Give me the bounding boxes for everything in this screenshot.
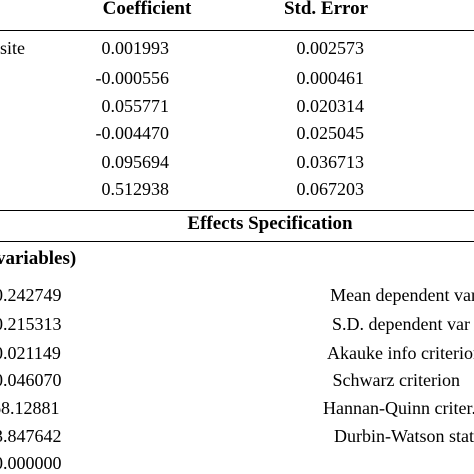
coef-cell-6: 0.512938 [101,179,170,199]
stat-right-2: S.D. dependent var [332,314,470,334]
stat-left-5: 68.12881 [0,398,60,418]
coef-cell-5: 0.095694 [101,152,170,172]
se-cell-2: 0.000461 [296,68,365,88]
se-cell-1: 0.002573 [296,38,365,58]
header-std-error: Std. Error [283,0,369,19]
header-coefficient: Coefficient [102,0,192,19]
effects-subheader: variables) [0,248,77,269]
stat-left-7: 0.000000 [0,453,62,473]
coef-cell-4: -0.004470 [95,123,170,143]
stat-left-6: 3.847642 [0,426,62,446]
stat-right-1: Mean dependent var [330,285,474,305]
se-cell-6: 0.067203 [296,179,365,199]
effects-title: Effects Specification [187,213,353,234]
effects-top-divider [0,210,474,211]
stat-right-6: Durbin-Watson stat [333,426,474,446]
stat-left-1: 0.242749 [0,285,62,305]
se-cell-4: 0.025045 [296,123,365,143]
coef-cell-3: 0.055771 [101,96,170,116]
se-cell-5: 0.036713 [296,152,365,172]
se-cell-3: 0.020314 [296,96,365,116]
stat-left-2: 0.215313 [0,314,62,334]
coef-cell-2: -0.000556 [95,68,170,88]
coef-cell-1: 0.001993 [101,38,170,58]
stat-right-3: Akauke info criterion [327,343,474,363]
stat-right-4: Schwarz criterion [332,370,460,390]
effects-bottom-divider [0,241,474,242]
variable-label-site: site [0,38,25,58]
stat-right-5: Hannan-Quinn criter. [323,398,474,418]
header-divider [0,30,474,31]
stat-left-3: 0.021149 [0,343,61,363]
stat-left-4: 0.046070 [0,370,62,390]
